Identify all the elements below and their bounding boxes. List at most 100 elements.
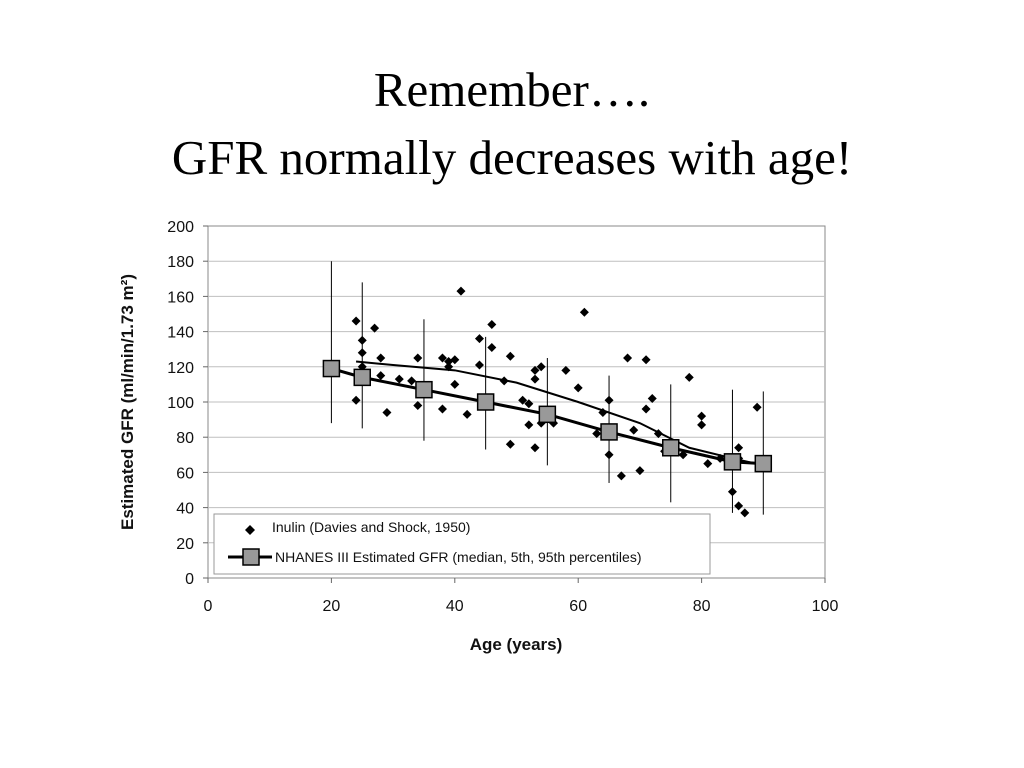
inulin-point [536, 362, 546, 372]
inulin-point [561, 365, 571, 375]
legend: Inulin (Davies and Shock, 1950) NHANES I… [213, 513, 711, 575]
inulin-point [437, 353, 447, 363]
inulin-point [629, 425, 639, 435]
inulin-point [641, 355, 651, 365]
inulin-point [573, 383, 583, 393]
inulin-point [703, 459, 713, 469]
inulin-point [592, 429, 602, 439]
inulin-point [684, 372, 694, 382]
nhanes-median-marker [600, 423, 618, 441]
x-axis-title: Age (years) [470, 635, 563, 654]
inulin-point [487, 320, 497, 330]
slide-title: Remember…. GFR normally decreases with a… [0, 56, 1024, 192]
inulin-point [647, 393, 657, 403]
axes: 0 20 40 60 80 100 120 140 160 180 200 0 20 40 60 80 100 [167, 219, 838, 615]
inulin-point [752, 402, 762, 412]
inulin-point [530, 374, 540, 384]
gridlines [208, 260, 825, 544]
inulin-point [450, 355, 460, 365]
inulin-point [487, 342, 497, 352]
y-axis-title: Estimated GFR (ml/min/1.73 m²) [118, 274, 137, 530]
slide-title-line1: Remember…. [373, 62, 651, 117]
y-tick-label: 160 [167, 289, 194, 306]
inulin-point [727, 487, 737, 497]
inulin-point [437, 404, 447, 414]
y-tick-label: 100 [167, 395, 194, 412]
nhanes-median-marker [415, 380, 433, 399]
legend-label-nhanes: NHANES III Estimated GFR (median, 5th, 9… [275, 549, 641, 565]
inulin-point [444, 362, 454, 372]
y-tick-label: 0 [185, 571, 194, 588]
inulin-point [616, 471, 626, 481]
y-tick-label: 60 [176, 465, 194, 482]
inulin-point [697, 420, 707, 430]
inulin-point [604, 395, 614, 405]
nhanes-median-marker [723, 453, 742, 471]
y-tick-label: 120 [167, 360, 194, 377]
inulin-point [697, 411, 707, 421]
y-tick-label: 140 [167, 325, 194, 342]
inulin-point [715, 453, 725, 463]
x-tick-label: 100 [812, 598, 839, 615]
nhanes-median-marker [353, 368, 371, 387]
x-tick-label: 40 [446, 598, 464, 615]
nhanes-median-marker [662, 439, 680, 457]
y-tick-label: 80 [176, 430, 194, 447]
inulin-point [413, 353, 423, 363]
inulin-point [623, 353, 633, 363]
inulin-point [635, 466, 645, 476]
x-tick-label: 0 [204, 598, 213, 615]
slide-title-line2: GFR normally decreases with age! [171, 130, 853, 185]
y-tick-label: 180 [167, 254, 194, 271]
inulin-point [653, 429, 663, 439]
inulin-point [604, 450, 614, 460]
nhanes-median-marker [538, 405, 557, 424]
inulin-point [505, 351, 515, 361]
inulin-point [370, 323, 380, 333]
inulin-point [376, 371, 386, 381]
inulin-point [598, 408, 608, 418]
legend-label-inulin: Inulin (Davies and Shock, 1950) [272, 519, 470, 535]
inulin-point [734, 501, 744, 511]
inulin-point [357, 348, 367, 358]
inulin-point [456, 286, 466, 296]
inulin-point [740, 508, 750, 518]
inulin-point [734, 443, 744, 453]
inulin-point [382, 408, 392, 418]
inulin-point [351, 316, 361, 326]
inulin-point [524, 420, 534, 430]
inulin-point [641, 404, 651, 414]
inulin-point [579, 307, 589, 317]
y-tick-label: 200 [167, 219, 194, 236]
x-tick-label: 80 [693, 598, 711, 615]
x-tick-label: 60 [569, 598, 587, 615]
inulin-point [499, 376, 509, 386]
inulin-point [394, 374, 404, 384]
legend-box [213, 513, 711, 575]
nhanes-median-marker [322, 359, 341, 378]
inulin-point [376, 353, 386, 363]
inulin-point [530, 443, 540, 453]
y-tick-label: 20 [176, 536, 194, 553]
inulin-point [474, 334, 484, 344]
inulin-point [462, 409, 472, 419]
nhanes-median-marker [476, 393, 495, 411]
legend-square-marker [242, 548, 260, 566]
inulin-point [530, 365, 540, 375]
legend-diamond-marker [245, 525, 255, 535]
inulin-point [524, 399, 534, 409]
inulin-point [357, 335, 367, 345]
inulin-point [518, 395, 528, 405]
trend-line [355, 360, 764, 467]
inulin-point [474, 360, 484, 370]
y-tick-label: 40 [176, 501, 194, 518]
inulin-point [450, 379, 460, 389]
inulin-point [407, 376, 417, 386]
inulin-point [351, 395, 361, 405]
series-layer [322, 261, 773, 518]
nhanes-median-marker [754, 454, 773, 473]
inulin-point [505, 439, 515, 449]
inulin-point [413, 401, 423, 411]
inulin-point [678, 450, 688, 460]
